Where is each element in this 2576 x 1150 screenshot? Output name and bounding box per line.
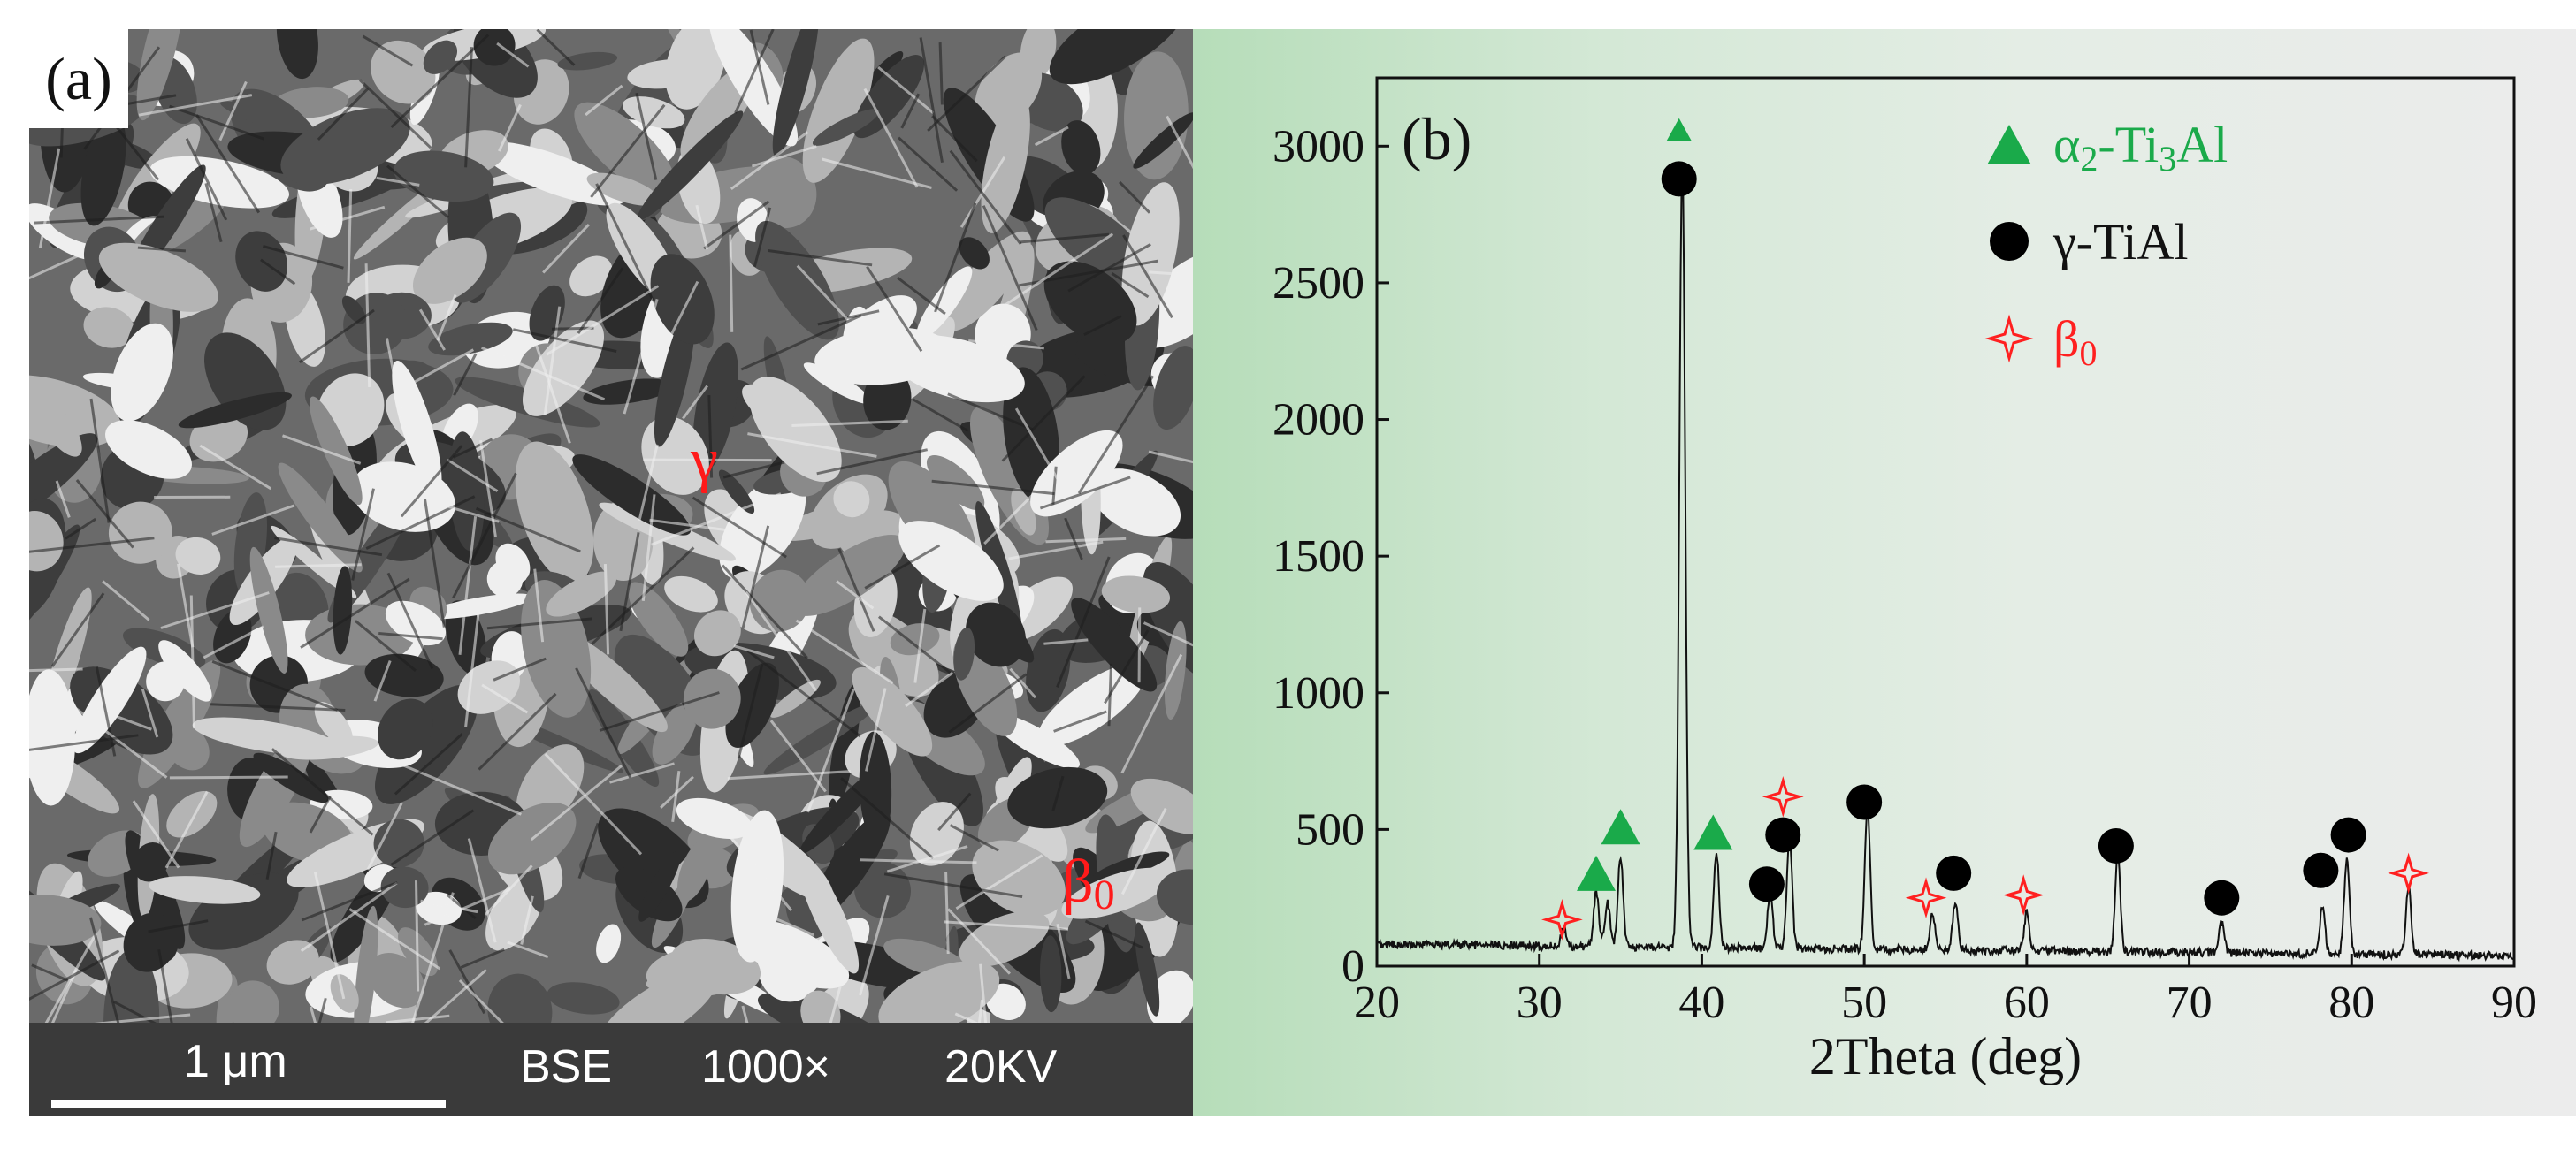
y-tick-label: 0 [1342, 941, 1364, 992]
gamma-marker [1661, 161, 1697, 197]
alpha2-marker [1693, 814, 1733, 850]
beta0-marker [1905, 877, 1947, 919]
y-tick-label: 1500 [1273, 531, 1364, 582]
xrd-pattern-line [1376, 162, 2515, 963]
legend-gamma-marker [1990, 222, 2029, 261]
alpha2-marker [1601, 809, 1640, 845]
plot-frame [1375, 76, 2516, 968]
magnification-label: 1000× [701, 1041, 831, 1093]
legend-gamma-label: γ-TiAl [2052, 213, 2188, 270]
y-tick-label: 2500 [1273, 258, 1364, 308]
y-tick-label: 2000 [1273, 395, 1364, 446]
legend-alpha2-marker [1987, 125, 2031, 164]
gamma-marker [2303, 852, 2339, 888]
panel-a-label: (a) [29, 29, 128, 128]
x-tick-label: 80 [2328, 978, 2374, 1028]
gamma-marker [1846, 784, 1883, 820]
x-tick-label: 30 [1517, 978, 1563, 1028]
gamma-marker [1748, 866, 1785, 902]
beta0-marker [1762, 775, 1804, 818]
voltage-label: 20KV [944, 1041, 1058, 1093]
alpha2-marker [1666, 118, 1693, 141]
beta0-phase-symbol: β [1062, 848, 1094, 916]
x-tick-label: 90 [2491, 978, 2537, 1028]
alpha2-marker [1577, 855, 1617, 891]
x-tick-label: 60 [2004, 978, 2050, 1028]
detector-label: BSE [520, 1041, 613, 1093]
scale-bar [51, 1100, 446, 1108]
gamma-marker [2098, 827, 2134, 864]
gamma-phase-label: γ [691, 426, 718, 494]
xrd-chart-panel: 20 30 40 50 60 70 80 90 0 500 1000 1500 2000 2500 3000… [1193, 29, 2576, 1116]
x-tick-label: 70 [2167, 978, 2213, 1028]
gamma-marker [1765, 817, 1801, 853]
legend-beta0-marker [1984, 314, 2034, 363]
xrd-chart: 20 30 40 50 60 70 80 90 0 500 1000 1500 2000 2500 3000… [1273, 76, 2537, 1085]
beta0-phase-subscript: 0 [1093, 872, 1115, 918]
beta0-marker [2002, 874, 2045, 916]
legend-beta0-label: β0 [2053, 310, 2098, 373]
x-tick-label: 50 [1841, 978, 1887, 1028]
y-tick-label: 500 [1296, 804, 1364, 855]
sem-image [29, 29, 1193, 1023]
legend-alpha2-label: α2-Ti3Al [2053, 116, 2228, 179]
scale-bar-label: 1 μm [184, 1036, 287, 1087]
gamma-marker [2204, 880, 2240, 916]
sem-info-bar: 1 μm BSE 1000× 20KV [29, 1023, 1193, 1116]
x-axis-label: 2Theta (deg) [1809, 1027, 2082, 1085]
panel-b-label: (b) [1402, 105, 1471, 172]
beta0-phase-label: β0 [1062, 847, 1115, 919]
y-tick-label: 1000 [1273, 668, 1364, 719]
x-tick-label: 40 [1678, 978, 1724, 1028]
sem-micrograph-panel: (a) γ β0 1 μm BSE 1000× 20KV [29, 29, 1193, 1116]
y-tick-label: 3000 [1273, 121, 1364, 171]
x-tick-label: 20 [1354, 978, 1400, 1028]
gamma-marker [2330, 817, 2366, 853]
beta0-marker [1541, 899, 1583, 941]
gamma-marker [1936, 855, 1972, 891]
beta0-marker [2388, 852, 2429, 895]
